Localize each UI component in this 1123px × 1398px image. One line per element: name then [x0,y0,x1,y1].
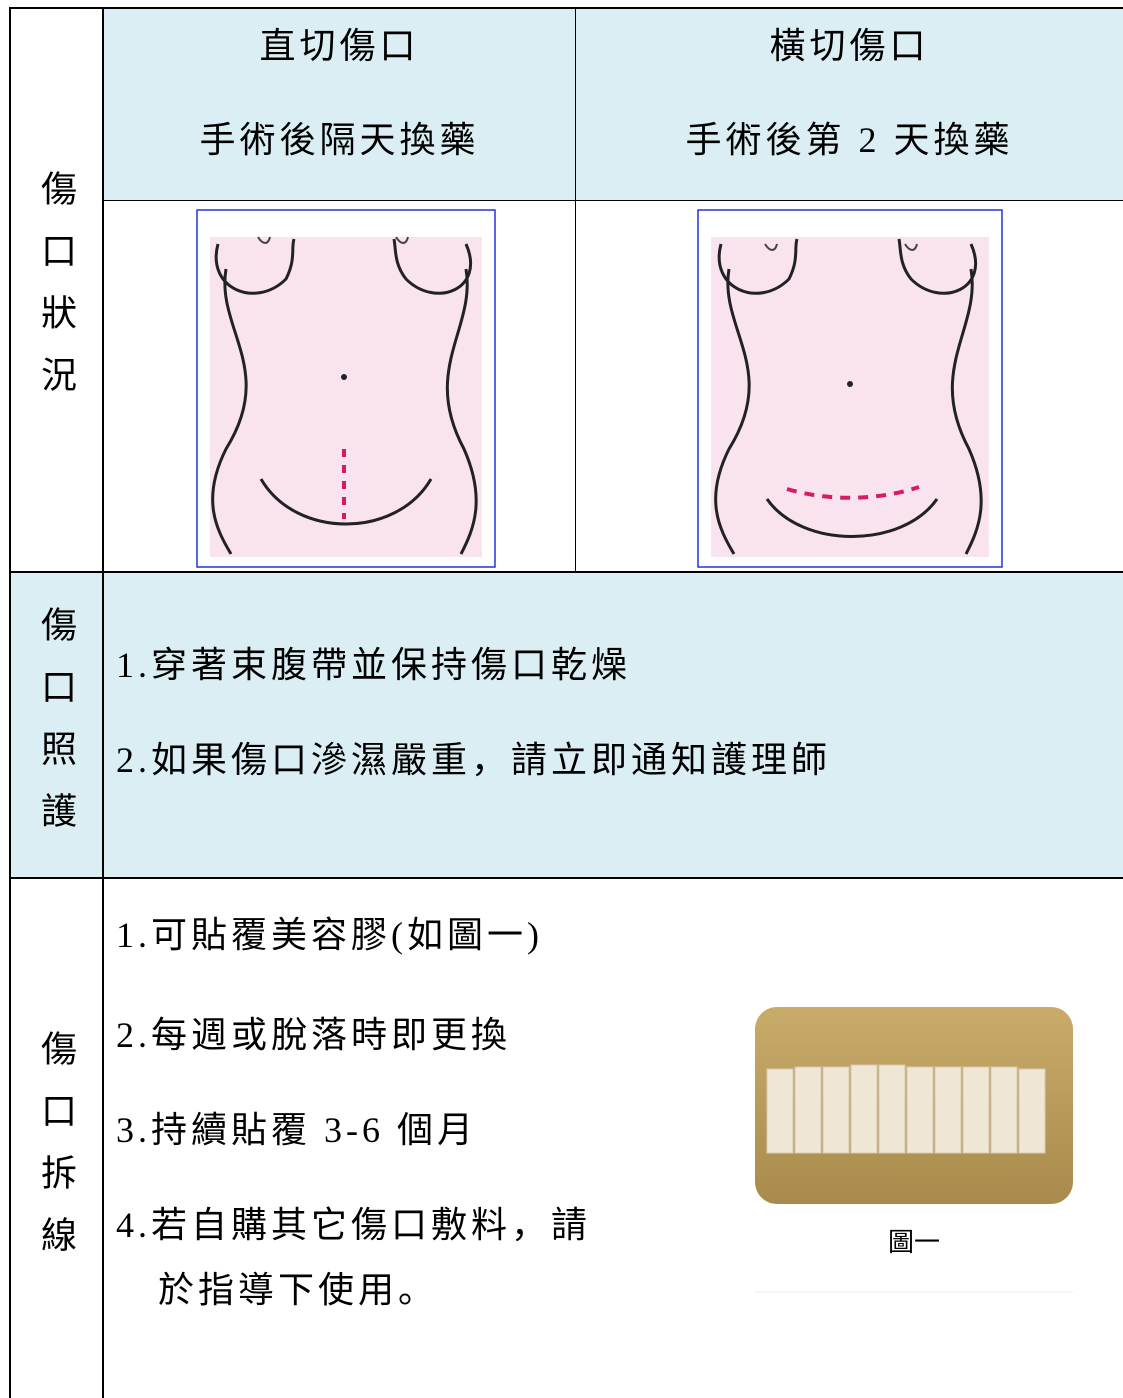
care-item: 2.如果傷口滲濕嚴重，請立即通知護理師 [116,740,832,780]
border [10,571,1123,573]
row-label: 傷口照護 [36,606,76,854]
header-title: 橫切傷口 [769,26,930,66]
header-subtitle: 手術後第 2 天換藥 [685,120,1014,160]
stitch-item: 4.若自購其它傷口敷料，請 [116,1205,592,1245]
border [103,200,1123,201]
figure-photo [755,1007,1073,1293]
vertical-incision-illustration [196,209,496,568]
care-bg [10,572,1123,878]
care-item: 1.穿著束腹帶並保持傷口乾燥 [116,645,632,685]
row-label: 傷口拆線 [36,1030,76,1278]
stitch-item: 於指導下使用。 [158,1270,439,1310]
stitch-item: 1.可貼覆美容膠(如圖一) [116,915,543,955]
header-subtitle: 手術後隔天換藥 [199,120,480,160]
header-bg [103,8,1123,200]
border [9,7,11,1398]
horizontal-incision-illustration [697,209,1003,568]
row-label: 傷口狀況 [36,170,76,418]
border [102,7,104,1398]
figure-caption: 圖一 [887,1228,940,1257]
stitch-item: 2.每週或脫落時即更換 [116,1015,512,1055]
border [10,877,1123,879]
header-title: 直切傷口 [259,26,420,66]
border [10,7,1123,9]
border [575,7,576,572]
stitch-item: 3.持續貼覆 3-6 個月 [116,1110,477,1150]
